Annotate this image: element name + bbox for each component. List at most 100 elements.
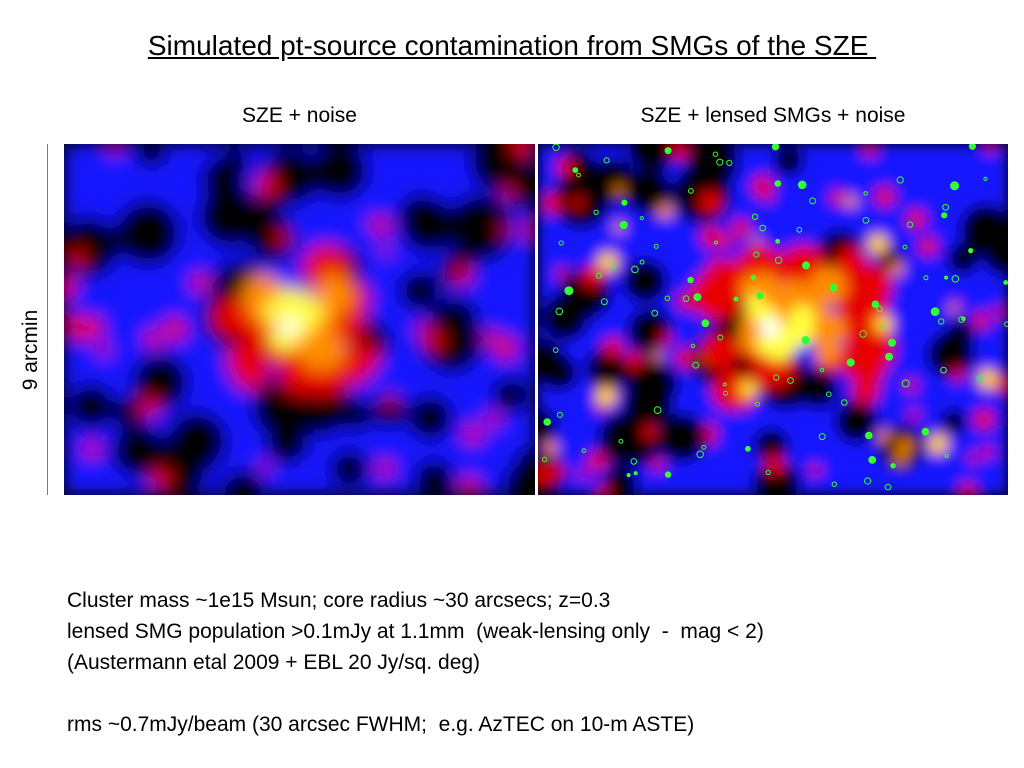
point-source-marker — [716, 158, 724, 166]
point-source-marker — [692, 361, 700, 369]
point-source-marker — [890, 463, 896, 469]
point-source-marker — [1003, 280, 1008, 285]
point-source-marker — [564, 286, 574, 296]
point-source-marker — [687, 276, 694, 284]
point-source-marker — [864, 477, 872, 485]
point-source-marker — [621, 199, 628, 206]
point-source-marker — [818, 433, 826, 441]
point-source-marker — [701, 444, 707, 450]
caption-line — [67, 678, 764, 709]
point-source-marker — [751, 213, 759, 220]
point-source-marker — [941, 212, 948, 219]
point-source-marker — [775, 238, 780, 244]
panel-label-sze-noise: SZE + noise — [242, 104, 357, 127]
point-source-marker — [722, 382, 727, 387]
point-source-marker — [944, 275, 949, 280]
point-source-marker — [558, 240, 564, 246]
point-source-marker — [543, 418, 551, 426]
point-source-marker — [930, 307, 940, 317]
point-source-marker — [809, 197, 817, 205]
point-source-marker — [774, 180, 782, 187]
scale-bar — [47, 144, 48, 495]
point-source-marker — [829, 283, 838, 292]
point-source-marker — [701, 319, 710, 328]
point-source-marker — [593, 209, 599, 216]
point-source-marker — [938, 318, 945, 325]
point-source-marker — [756, 292, 764, 300]
point-source-marker — [745, 445, 751, 452]
point-source-marker — [651, 309, 659, 317]
caption-line: lensed SMG population >0.1mJy at 1.1mm (… — [67, 620, 764, 643]
point-source-marker — [664, 471, 672, 478]
point-source-marker — [595, 272, 602, 279]
point-source-marker — [714, 240, 718, 245]
point-source-marker — [797, 180, 807, 190]
point-source-marker — [1004, 321, 1008, 327]
point-source-marker — [902, 244, 908, 250]
point-source-marker — [664, 295, 671, 302]
caption-line: Cluster mass ~1e15 Msun; core radius ~30… — [67, 589, 611, 612]
point-source-marker — [923, 275, 929, 281]
point-source-marker — [754, 401, 761, 407]
point-source-marker — [884, 483, 892, 491]
point-source-marker — [880, 324, 885, 329]
caption-line: (Austermann etal 2009 + EBL 20 Jy/sq. de… — [67, 651, 481, 674]
point-source-marker — [865, 431, 873, 440]
point-source-marker — [726, 159, 733, 166]
point-source-marker — [631, 265, 639, 274]
point-source-marker — [950, 181, 960, 191]
point-source-marker — [688, 188, 694, 194]
point-source-marker — [968, 144, 976, 150]
point-source-marker — [774, 256, 783, 264]
point-source-marker — [759, 224, 767, 232]
point-source-marker — [906, 221, 914, 228]
panel-label-sze-smgs-noise: SZE + lensed SMGs + noise — [640, 104, 906, 127]
point-source-marker — [753, 251, 760, 258]
point-source-marker — [696, 450, 704, 459]
point-source-marker — [712, 151, 719, 157]
point-source-marker — [826, 391, 832, 397]
point-source-marker — [630, 458, 638, 465]
point-source-marker — [944, 453, 949, 458]
point-source-marker — [717, 334, 724, 341]
point-source-marker — [556, 411, 563, 418]
point-source-marker — [619, 221, 628, 229]
point-source-marker — [876, 305, 883, 313]
point-source-marker — [846, 358, 855, 367]
point-source-marker — [801, 336, 811, 345]
point-source-marker — [771, 144, 780, 151]
point-source-marker — [603, 157, 610, 164]
point-source-marker — [733, 296, 739, 302]
point-source-marker — [690, 343, 696, 349]
point-source-marker — [750, 274, 757, 281]
point-source-marker — [841, 399, 848, 406]
point-source-marker — [633, 471, 638, 476]
point-source-marker — [787, 377, 794, 384]
point-source-marker — [552, 347, 559, 353]
point-source-marker — [572, 167, 579, 173]
point-source-marker — [639, 216, 644, 221]
point-source-marker — [819, 367, 825, 373]
sze-lensed-smgs-noise-map — [538, 144, 1008, 495]
point-source-marker — [961, 316, 966, 321]
point-source-marker — [921, 427, 930, 436]
point-source-marker — [626, 473, 631, 478]
caption: Cluster mass ~1e15 Msun; core radius ~30… — [67, 585, 764, 740]
point-source-marker — [863, 191, 869, 196]
point-source-marker — [610, 264, 616, 269]
point-source-marker — [862, 217, 870, 224]
point-source-marker — [765, 469, 771, 476]
point-source-marker — [639, 259, 645, 265]
point-source-marker — [896, 176, 904, 184]
point-source-marker — [693, 293, 702, 302]
point-source-marker — [831, 481, 837, 487]
point-source-marker — [576, 172, 581, 178]
sze-noise-map — [64, 144, 535, 495]
point-source-marker — [802, 261, 810, 270]
slide-title: Simulated pt-source contamination from S… — [147, 30, 877, 61]
point-source-marker — [653, 243, 659, 249]
point-source-marker — [773, 374, 780, 381]
point-source-marker — [859, 330, 867, 338]
point-source-marker — [541, 456, 548, 463]
point-source-marker — [951, 275, 960, 283]
